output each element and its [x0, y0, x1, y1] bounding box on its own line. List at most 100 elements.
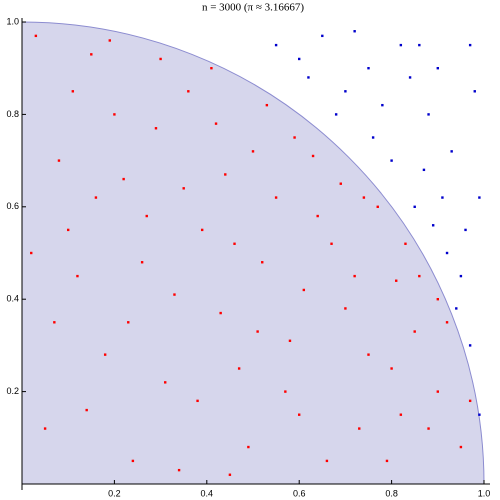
point — [71, 90, 75, 93]
x-tick-label: 0.6 — [293, 488, 306, 498]
point — [431, 224, 435, 227]
point — [311, 154, 315, 158]
point — [94, 196, 98, 199]
point — [334, 113, 338, 116]
point — [455, 307, 458, 310]
point — [371, 136, 375, 139]
point — [390, 159, 393, 162]
point — [85, 408, 88, 412]
point — [436, 390, 439, 393]
y-tick-label: 0.2 — [6, 386, 19, 396]
y-tick-label: 0.4 — [6, 294, 19, 304]
chart-title: n = 3000 (π ≈ 3.16667) — [202, 2, 304, 14]
point — [321, 34, 324, 38]
x-tick-label: 0.4 — [201, 488, 214, 498]
point — [214, 122, 218, 125]
point — [247, 445, 250, 449]
point — [122, 177, 125, 181]
point — [422, 168, 426, 172]
point — [164, 381, 167, 384]
y-tick-label: 0.8 — [6, 109, 19, 119]
point — [358, 427, 361, 430]
point — [413, 330, 416, 333]
point — [344, 90, 347, 93]
point — [298, 57, 301, 61]
point — [344, 307, 347, 310]
point — [298, 413, 301, 416]
point — [200, 228, 204, 232]
point — [251, 150, 255, 153]
point — [450, 150, 453, 153]
point — [154, 127, 158, 130]
point — [256, 330, 259, 333]
point — [43, 427, 47, 430]
point — [228, 473, 232, 476]
point — [413, 205, 416, 208]
x-tick-label: 0.2 — [108, 488, 121, 498]
point — [127, 321, 130, 324]
point — [173, 293, 176, 296]
point — [140, 261, 144, 264]
point — [445, 321, 449, 324]
x-tick-label: 1.0 — [478, 488, 491, 498]
point — [274, 43, 278, 47]
point — [367, 67, 370, 70]
point — [265, 103, 269, 107]
point — [57, 159, 61, 162]
point — [113, 113, 116, 116]
point — [385, 459, 389, 463]
point — [408, 76, 412, 79]
point — [441, 196, 444, 199]
point — [381, 103, 384, 107]
point — [436, 298, 439, 301]
point — [473, 90, 476, 93]
point — [445, 251, 449, 255]
point — [330, 242, 333, 245]
point — [307, 76, 310, 79]
point — [210, 67, 213, 70]
point — [284, 390, 287, 393]
point — [224, 173, 227, 176]
point — [76, 274, 79, 278]
point — [90, 53, 93, 56]
point — [233, 242, 236, 245]
point — [131, 459, 135, 463]
point — [219, 311, 222, 315]
point — [362, 196, 366, 199]
point — [353, 30, 356, 33]
point — [418, 274, 421, 278]
point — [34, 34, 38, 38]
point — [353, 274, 356, 278]
x-tick-label: 0.8 — [385, 488, 398, 498]
point — [274, 196, 278, 199]
point — [478, 413, 481, 416]
y-tick-label: 1.0 — [6, 16, 19, 26]
point — [103, 353, 107, 356]
point — [468, 399, 472, 403]
point — [404, 242, 407, 245]
point — [459, 274, 463, 278]
point — [367, 353, 370, 356]
point — [288, 339, 292, 342]
point — [395, 279, 398, 282]
point — [376, 205, 379, 208]
point — [145, 214, 148, 218]
point — [237, 367, 241, 370]
point — [302, 288, 306, 292]
point — [468, 43, 472, 47]
point — [108, 39, 111, 42]
point — [325, 459, 329, 463]
point — [339, 182, 342, 185]
point — [464, 228, 467, 232]
point — [30, 251, 33, 255]
quarter-circle — [21, 21, 485, 485]
y-tick-label: 0.6 — [6, 201, 19, 211]
point — [427, 427, 430, 430]
point — [293, 136, 296, 139]
point — [182, 187, 185, 190]
point — [399, 43, 403, 47]
point — [196, 399, 199, 403]
point — [316, 214, 319, 218]
